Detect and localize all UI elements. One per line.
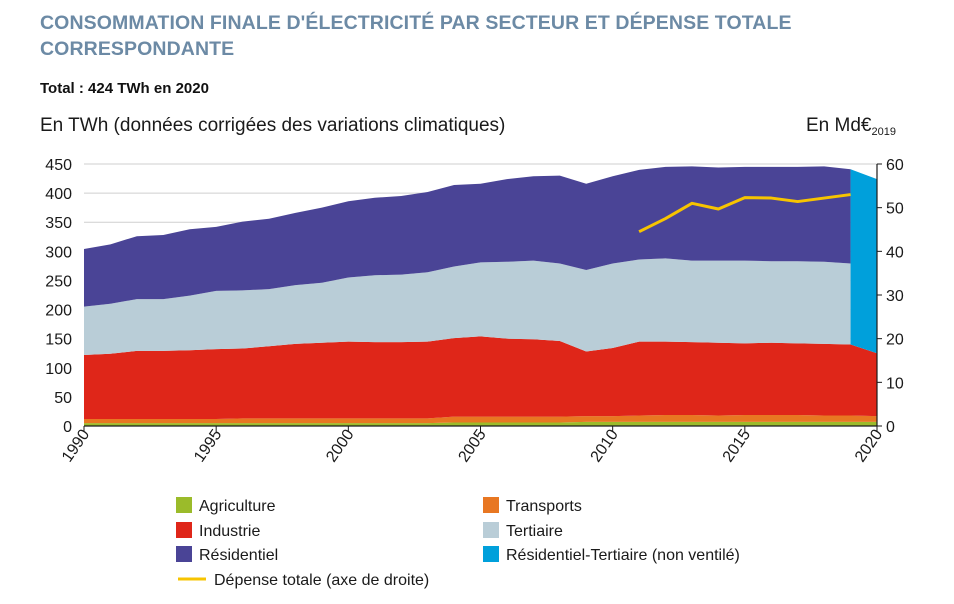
legend-swatch-agriculture (176, 497, 192, 513)
x-tick-label: 2020 (852, 426, 886, 465)
area-transports (84, 414, 877, 424)
y2-tick-label: 20 (886, 332, 904, 349)
legend-swatch-tertiaire (483, 522, 499, 538)
legend-label-agriculture: Agriculture (199, 498, 276, 515)
area-industrie (84, 336, 877, 420)
legend-swatch-transports (483, 497, 499, 513)
x-tick-label: 1995 (191, 426, 225, 465)
legend-swatch-residentiel-tertiaire-non-ventile (483, 546, 499, 562)
y-tick-label: 450 (45, 157, 72, 174)
y2-axis-title: En Md€2019 (806, 115, 896, 138)
y-tick-label: 0 (63, 419, 72, 436)
y-tick-label: 100 (45, 361, 72, 378)
y2-axis-title-subscript: 2019 (871, 126, 895, 138)
x-tick-label: 2005 (455, 426, 489, 465)
legend-label-residentiel-tertiaire-non-ventile: Résidentiel-Tertiaire (non ventilé) (506, 547, 740, 564)
y2-tick-label: 60 (886, 157, 904, 174)
area-agriculture (84, 421, 877, 426)
y-tick-label: 300 (45, 244, 72, 261)
x-tick-label: 2010 (588, 426, 622, 465)
y-tick-label: 200 (45, 303, 72, 320)
y2-tick-label: 40 (886, 244, 904, 261)
y-axis-title: En TWh (données corrigées des variations… (40, 115, 505, 136)
page-title: CONSOMMATION FINALE D'ÉLECTRICITÉ PAR SE… (40, 12, 792, 60)
legend-swatch-residentiel (176, 546, 192, 562)
x-tick-label: 2015 (720, 426, 754, 465)
y-tick-label: 50 (54, 390, 72, 407)
y2-tick-label: 30 (886, 288, 904, 305)
x-tick-label: 2000 (323, 426, 357, 465)
legend-label-residentiel: Résidentiel (199, 547, 278, 564)
y-tick-label: 350 (45, 215, 72, 232)
area-residentiel (84, 166, 851, 307)
legend-label-depense-totale-axe-de-droite: Dépense totale (axe de droite) (214, 572, 429, 589)
legend-label-transports: Transports (506, 498, 582, 515)
y2-tick-label: 50 (886, 201, 904, 218)
area-residentiel-tertiaire-non-ventile (850, 169, 877, 354)
y-tick-label: 150 (45, 332, 72, 349)
line-depense-totale (638, 193, 851, 234)
legend-label-industrie: Industrie (199, 523, 260, 540)
legend-label-tertiaire: Tertiaire (506, 523, 563, 540)
y-tick-label: 400 (45, 186, 72, 203)
legend-swatch-industrie (176, 522, 192, 538)
chart-subtitle: Total : 424 TWh en 2020 (40, 80, 209, 97)
y2-tick-label: 10 (886, 375, 904, 392)
y2-tick-label: 0 (886, 419, 895, 436)
y-tick-label: 250 (45, 273, 72, 290)
area-tertiaire (84, 258, 851, 355)
